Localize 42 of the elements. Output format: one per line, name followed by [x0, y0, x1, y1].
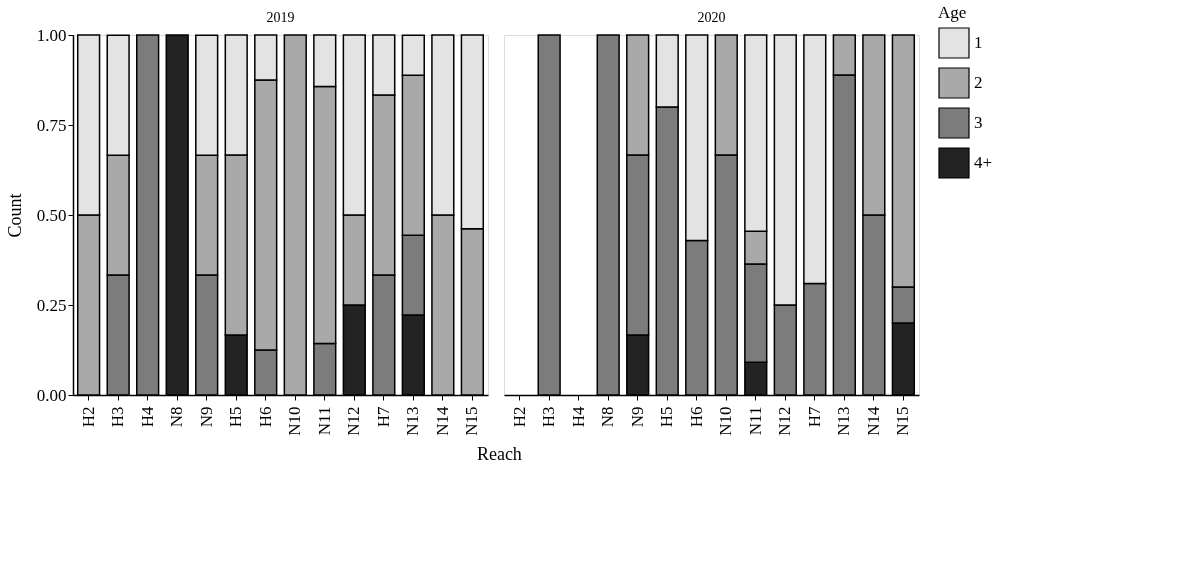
- x-tick-label: N12: [775, 406, 795, 436]
- x-tick-label: H6: [686, 406, 706, 428]
- x-tick-label: H5: [226, 406, 246, 428]
- legend-title: Age: [938, 3, 967, 22]
- y-tick-label: 0.75: [36, 115, 67, 135]
- x-tick-label: H3: [108, 406, 128, 428]
- y-tick-label: 1.00: [36, 25, 67, 45]
- x-tick-label: N10: [716, 406, 736, 436]
- x-tick-label: H7: [373, 406, 393, 428]
- x-tick-label: N10: [285, 406, 305, 436]
- x-tick-label: N12: [344, 406, 364, 436]
- x-tick-label: N15: [462, 406, 482, 436]
- x-tick-label: N14: [432, 406, 452, 436]
- legend-label: 1: [974, 33, 983, 52]
- legend-label: 2: [974, 73, 983, 92]
- x-tick-label: H3: [539, 406, 559, 428]
- x-tick-label: H2: [509, 406, 529, 428]
- x-tick-label: H4: [568, 406, 588, 428]
- x-tick-label: N11: [314, 406, 334, 436]
- y-tick-label: 0.00: [36, 385, 67, 405]
- x-tick-label: N15: [893, 406, 913, 436]
- legend-label: 3: [974, 113, 983, 132]
- chart-title: 2019: [266, 10, 295, 25]
- x-tick-label: H4: [137, 406, 157, 428]
- x-axis-title: Reach: [476, 443, 522, 464]
- x-tick-label: N13: [403, 406, 423, 436]
- x-tick-label: N8: [167, 406, 187, 428]
- x-tick-label: N14: [863, 406, 883, 436]
- x-tick-label: H5: [657, 406, 677, 428]
- x-tick-label: N9: [627, 406, 647, 428]
- x-tick-label: N9: [196, 406, 216, 428]
- x-tick-label: N11: [745, 406, 765, 436]
- x-tick-label: N8: [598, 406, 618, 428]
- chart-title: 2020: [697, 10, 726, 25]
- legend-label: 4+: [974, 153, 993, 172]
- y-tick-label: 0.50: [36, 205, 67, 225]
- x-tick-label: H7: [804, 406, 824, 428]
- x-tick-label: N13: [834, 406, 854, 436]
- x-tick-label: H6: [255, 406, 275, 428]
- x-tick-label: H2: [78, 406, 98, 428]
- y-axis-title: Count: [4, 193, 25, 238]
- y-tick-label: 0.25: [36, 295, 67, 315]
